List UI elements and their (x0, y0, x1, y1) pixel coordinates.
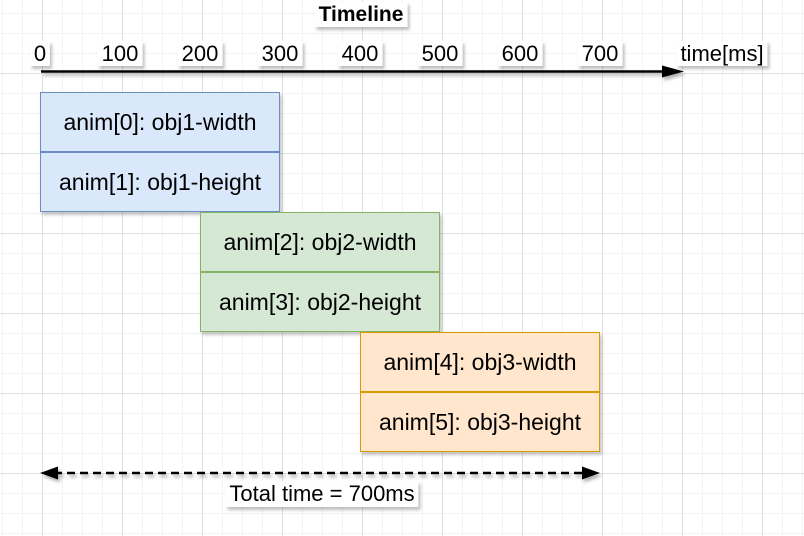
timeline-bar-label: anim[2]: obj2-width (223, 228, 417, 255)
axis-tick-label: 400 (337, 41, 383, 66)
right-arrowhead-icon (582, 466, 600, 480)
axis-tick-label: 0 (29, 41, 51, 66)
time-axis-arrow (41, 65, 684, 78)
timeline-bar: anim[3]: obj2-height (200, 272, 440, 332)
timeline-bar-label: anim[0]: obj1-width (63, 108, 257, 135)
diagram-title: Timeline (314, 2, 408, 27)
axis-tick-label: 500 (417, 41, 463, 66)
total-time-label: Total time = 700ms (225, 481, 419, 507)
total-time-arrow (40, 466, 600, 480)
axis-arrowhead-icon (662, 65, 684, 78)
timeline-bar-label: anim[4]: obj3-width (383, 348, 577, 375)
timeline-bar-label: anim[5]: obj3-height (378, 408, 581, 435)
axis-tick-label: 200 (177, 41, 223, 66)
timeline-bar: anim[4]: obj3-width (360, 332, 600, 392)
axis-tick-label: 100 (97, 41, 143, 66)
timeline-bar: anim[2]: obj2-width (200, 212, 440, 272)
timeline-bar-label: anim[1]: obj1-height (58, 168, 261, 195)
axis-tick-label: 600 (497, 41, 543, 66)
timeline-bar-label: anim[3]: obj2-height (218, 288, 421, 315)
timeline-bar: anim[5]: obj3-height (360, 392, 600, 452)
timeline-bar: anim[1]: obj1-height (40, 152, 280, 212)
axis-tick-label: 700 (577, 41, 623, 66)
left-arrowhead-icon (40, 466, 58, 480)
axis-tick-label: 300 (257, 41, 303, 66)
axis-unit-label: time[ms] (676, 41, 768, 66)
timeline-bar: anim[0]: obj1-width (40, 92, 280, 152)
